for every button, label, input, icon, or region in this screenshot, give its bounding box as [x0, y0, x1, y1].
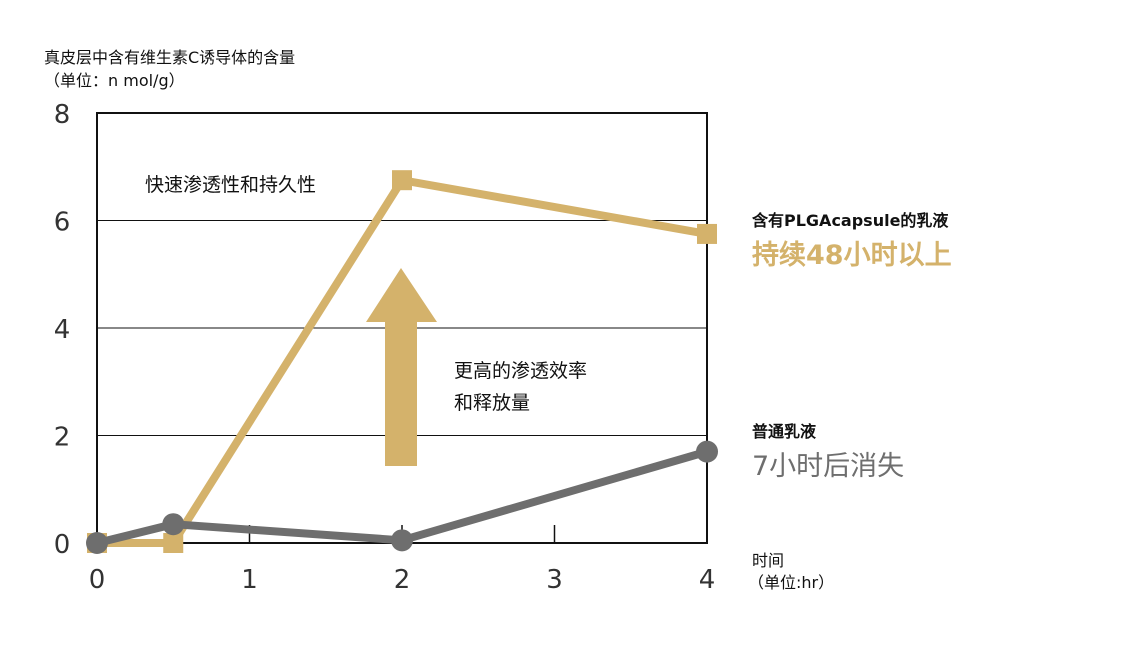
increase-arrow [366, 268, 437, 466]
y-axis-title-line1: 真皮层中含有维生素C诱导体的含量 [44, 48, 295, 67]
series-1-point-1 [162, 513, 185, 536]
annotation-top-text: 快速渗透性和持久性 [145, 174, 316, 196]
y-tick-label: 0 [54, 530, 71, 560]
legend-note-plga: 持续48小时以上 [752, 240, 952, 271]
legend-label-plga: 含有PLGAcapsule的乳液 [752, 211, 949, 230]
x-tick-label: 1 [241, 565, 258, 595]
y-tick-label: 6 [54, 208, 71, 238]
series-line-0 [97, 176, 708, 547]
series-1-point-3 [696, 440, 718, 463]
x-axis-title-line2: （单位:hr） [748, 573, 834, 592]
x-tick-label: 2 [394, 565, 411, 595]
x-tick-label: 4 [699, 565, 716, 595]
series-1-point-0 [86, 532, 108, 554]
y-tick-label: 4 [54, 315, 71, 345]
y-tick-label: 8 [54, 100, 71, 130]
series-0-point-2 [392, 170, 412, 191]
series-line-1 [96, 447, 709, 547]
legend-label-normal: 普通乳液 [752, 422, 817, 441]
annotation-arrow-text-line1: 更高的渗透效率 [454, 360, 587, 382]
x-tick-label: 0 [89, 565, 106, 595]
x-tick-label: 3 [546, 565, 563, 595]
series-1-point-2 [391, 529, 413, 552]
series-layer [86, 170, 718, 554]
series-0-point-3 [697, 223, 717, 244]
legend-note-normal: 7小时后消失 [752, 451, 904, 482]
series-0-point-1 [163, 533, 184, 553]
y-axis-title-line2: （单位：n mol/g） [44, 71, 185, 90]
y-tick-label: 2 [54, 423, 71, 453]
annotation-arrow-text-line2: 和释放量 [454, 392, 530, 414]
x-axis-title-line1: 时间 [752, 551, 784, 570]
